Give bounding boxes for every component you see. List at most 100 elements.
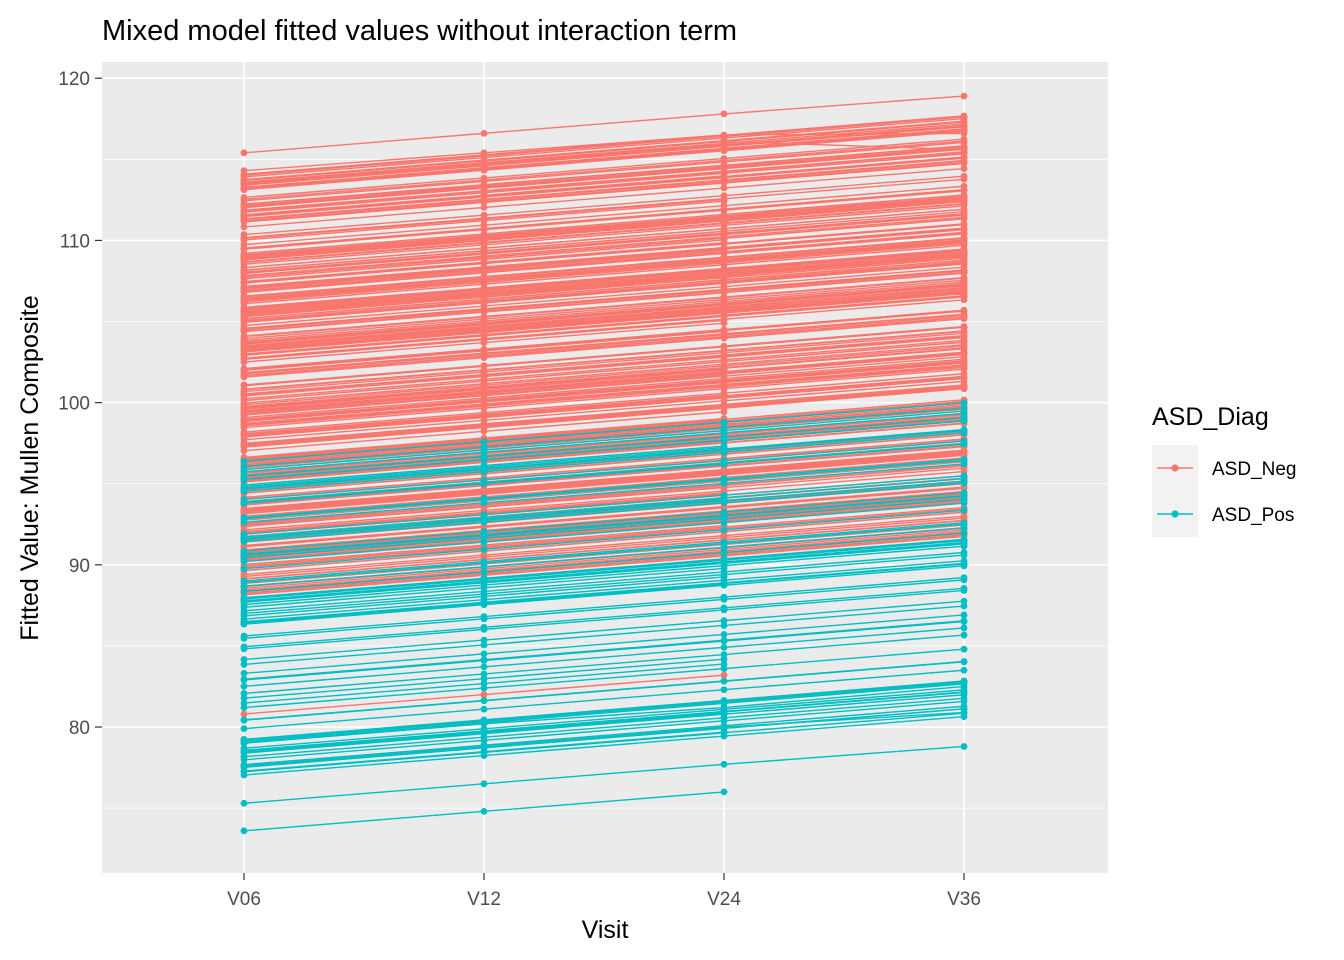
asd-neg-line (243, 353, 965, 414)
asd-neg-point (240, 149, 248, 157)
asd-pos-point (480, 558, 488, 565)
asd-neg-point (720, 213, 728, 221)
asd-neg-point (960, 370, 968, 378)
asd-neg-point (960, 129, 968, 137)
asd-pos-point (240, 643, 248, 651)
asd-neg-line (243, 430, 965, 491)
asd-neg-point (480, 339, 488, 347)
asd-neg-line (243, 254, 965, 315)
asd-pos-point (960, 611, 968, 619)
asd-neg-point (720, 131, 728, 139)
asd-pos-point (480, 563, 488, 571)
asd-neg-line (243, 196, 965, 257)
asd-neg-line (243, 281, 965, 342)
asd-pos-line (243, 458, 965, 519)
asd-pos-line (243, 562, 965, 623)
asd-pos-point (960, 477, 968, 485)
asd-neg-line (243, 470, 965, 531)
asd-pos-point (480, 650, 488, 658)
asd-neg-line (243, 345, 965, 406)
asd-neg-point (960, 338, 968, 346)
asd-neg-point (480, 402, 488, 410)
asd-neg-line (243, 195, 965, 256)
asd-neg-point (240, 258, 248, 266)
asd-pos-point (480, 443, 488, 451)
asd-neg-point (480, 308, 488, 316)
asd-pos-point (480, 438, 488, 446)
asd-neg-line (243, 406, 965, 467)
asd-neg-line (243, 188, 965, 249)
asd-neg-point (240, 275, 248, 283)
asd-pos-point (720, 442, 728, 450)
asd-pos-line (243, 502, 965, 563)
asd-neg-line (243, 252, 965, 313)
asd-pos-line (243, 589, 965, 650)
y-tick-label: 80 (69, 718, 90, 739)
asd-neg-line (243, 290, 965, 350)
asd-neg-point (480, 487, 488, 495)
asd-neg-line (243, 263, 965, 324)
asd-pos-point (960, 529, 968, 537)
asd-pos-point (720, 655, 728, 663)
asd-neg-line (243, 279, 965, 340)
asd-pos-point (960, 417, 968, 425)
asd-pos-point (960, 645, 968, 653)
asd-neg-point (480, 388, 488, 395)
asd-neg-point (480, 249, 488, 257)
asd-neg-line (243, 161, 965, 222)
asd-neg-point (240, 507, 248, 514)
asd-neg-point (720, 225, 728, 233)
asd-pos-point (960, 584, 968, 592)
asd-neg-point (960, 165, 968, 172)
asd-neg-point (960, 237, 968, 245)
asd-pos-point (240, 694, 248, 702)
asd-neg-line (243, 487, 965, 548)
asd-neg-line (243, 120, 965, 181)
asd-pos-point (720, 564, 728, 572)
asd-pos-line (243, 600, 965, 661)
asd-pos-point (720, 595, 728, 603)
asd-pos-line (243, 715, 965, 776)
asd-pos-line (243, 429, 965, 490)
asd-neg-point (960, 220, 968, 228)
asd-neg-point (960, 287, 968, 295)
asd-pos-point (720, 697, 728, 705)
asd-pos-point (720, 704, 728, 711)
asd-neg-line (243, 368, 965, 429)
asd-neg-point (240, 430, 248, 438)
asd-neg-point (240, 252, 248, 260)
asd-pos-point (240, 634, 248, 642)
asd-neg-line (243, 248, 965, 309)
asd-neg-line (243, 194, 965, 255)
asd-neg-line (243, 351, 965, 412)
asd-pos-point (240, 699, 248, 707)
asd-neg-line (243, 152, 965, 213)
asd-neg-line (243, 198, 965, 259)
asd-neg-line (243, 365, 965, 426)
asd-pos-line (243, 463, 965, 524)
y-tick-label: 100 (58, 394, 90, 415)
x-tick-label: V24 (707, 889, 741, 910)
asd-neg-point (480, 244, 488, 252)
asd-pos-point (480, 670, 488, 678)
asd-pos-line (243, 683, 965, 743)
asd-neg-line (243, 157, 965, 218)
legend-label: ASD_Neg (1212, 459, 1297, 480)
asd-neg-point (960, 254, 968, 262)
asd-pos-line (243, 407, 965, 468)
asd-neg-point (480, 362, 488, 370)
asd-neg-line (243, 208, 965, 269)
asd-neg-point (240, 244, 248, 252)
asd-pos-point (480, 807, 488, 815)
asd-pos-line (243, 745, 965, 804)
asd-pos-line (243, 541, 965, 602)
asd-neg-point (960, 210, 968, 218)
asd-pos-line (243, 428, 965, 489)
asd-pos-point (240, 588, 248, 595)
asd-pos-line (243, 402, 965, 462)
asd-pos-line (243, 475, 965, 535)
asd-neg-point (720, 274, 728, 282)
asd-neg-point (960, 160, 968, 167)
asd-pos-point (720, 651, 728, 658)
asd-neg-point (240, 264, 248, 272)
